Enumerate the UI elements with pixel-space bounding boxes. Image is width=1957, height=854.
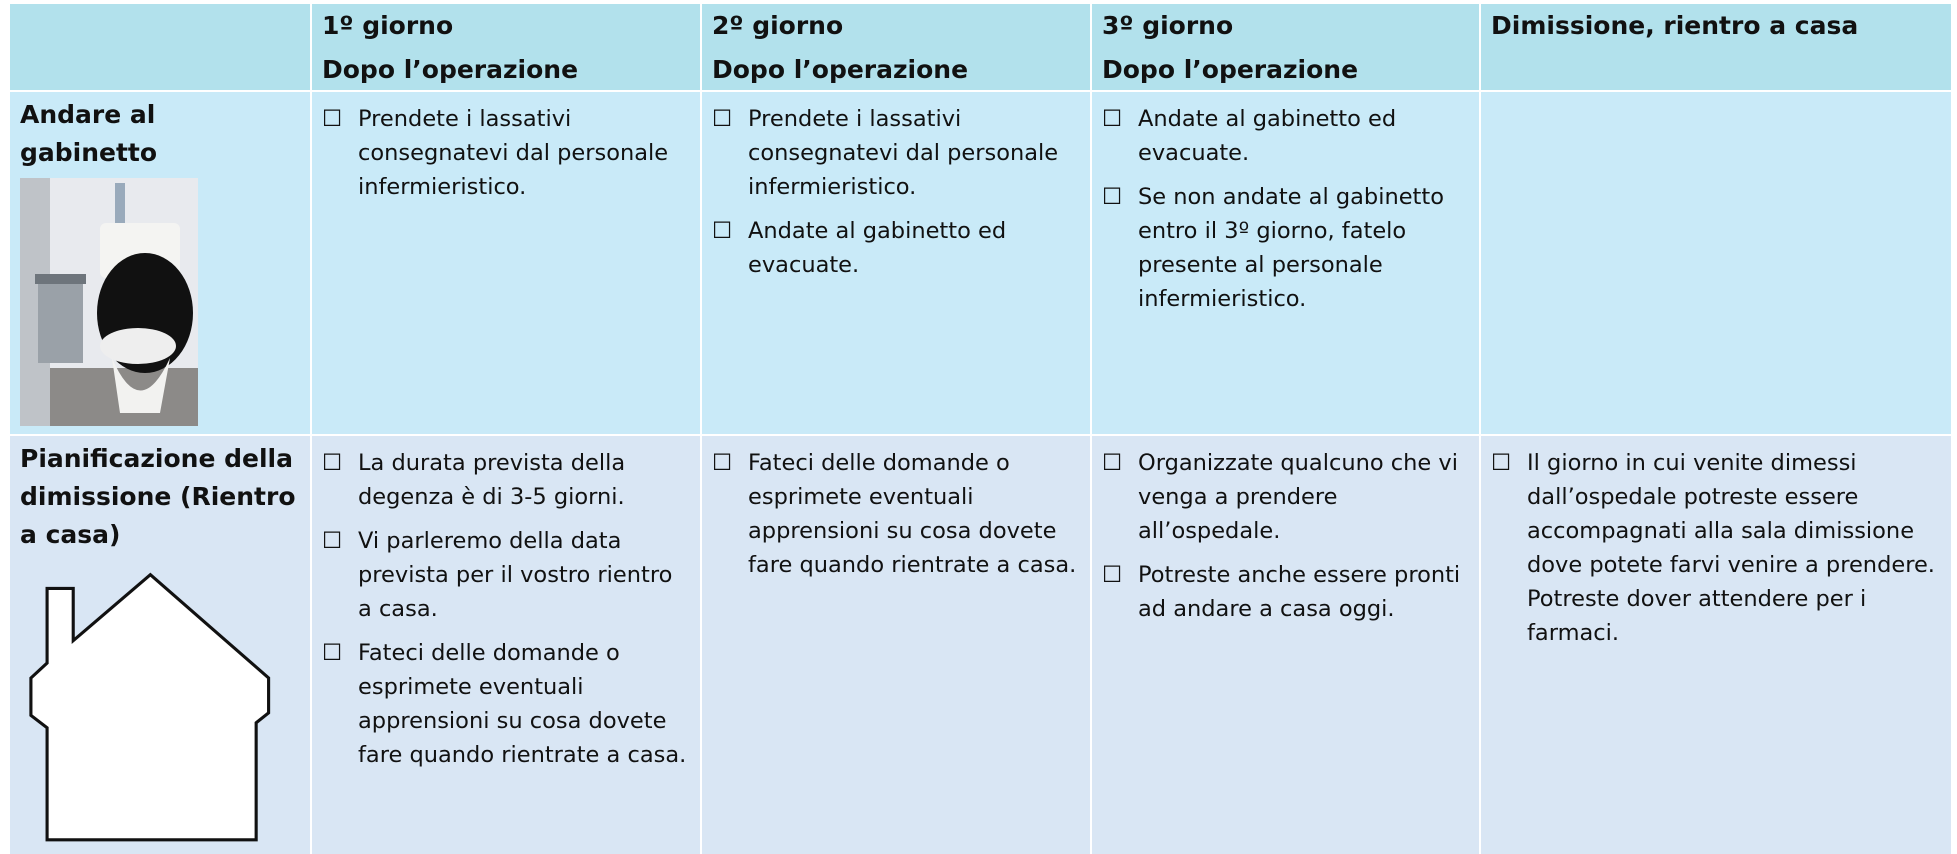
checklist-item: Potreste anche essere pronti ad andare a… (1102, 558, 1469, 626)
header-cell: 3º giorno Dopo l’operazione (1092, 4, 1479, 90)
table-cell: Prendete i lassativi consegnatevi dal pe… (312, 92, 700, 434)
checklist-item: La durata prevista della degenza è di 3-… (322, 446, 690, 514)
header-subtitle: Dopo l’operazione (712, 55, 969, 84)
table-cell: Organizzate qualcuno che vi venga a pren… (1092, 436, 1479, 854)
header-title: Dimissione, rientro a casa (1491, 11, 1859, 40)
header-cell: 1º giorno Dopo l’operazione (312, 4, 700, 90)
schedule-table: 1º giorno Dopo l’operazione 2º giorno Dopo … (10, 4, 1951, 854)
header-cell: 2º giorno Dopo l’operazione (702, 4, 1090, 90)
checklist-item: Vi parleremo della data prevista per il … (322, 524, 690, 626)
checklist-item: Andate al gabinetto ed evacuate. (712, 214, 1080, 282)
header-subtitle: Dopo l’operazione (1102, 55, 1359, 84)
header-title: 2º giorno (712, 11, 844, 40)
row-label: Pianificazione della dimissione (Rientro… (20, 444, 296, 549)
table-cell (1481, 92, 1951, 434)
header-title: 3º giorno (1102, 11, 1234, 40)
row-label-cell: Pianificazione della dimissione (Rientro… (10, 436, 310, 854)
checklist-item: Se non andate al gabinetto entro il 3º g… (1102, 180, 1469, 316)
table-cell: La durata prevista della degenza è di 3-… (312, 436, 700, 854)
checklist-item: Prendete i lassativi consegnatevi dal pe… (712, 102, 1080, 204)
checklist-item: Il giorno in cui venite dimessi dall’osp… (1491, 446, 1941, 650)
row-label-cell: Andare al gabinetto (10, 92, 310, 434)
corner-cell (10, 4, 310, 90)
checklist-item: Organizzate qualcuno che vi venga a pren… (1102, 446, 1469, 548)
checklist-item: Prendete i lassativi consegnatevi dal pe… (322, 102, 690, 204)
table-cell: Il giorno in cui venite dimessi dall’osp… (1481, 436, 1951, 854)
header-title: 1º giorno (322, 11, 454, 40)
toilet-photo (20, 178, 198, 426)
checklist-item: Fateci delle domande o esprimete eventua… (712, 446, 1080, 582)
row-label: Andare al gabinetto (20, 100, 158, 167)
header-cell: Dimissione, rientro a casa (1481, 4, 1951, 90)
header-subtitle: Dopo l’operazione (322, 55, 579, 84)
table-cell: Fateci delle domande o esprimete eventua… (702, 436, 1090, 854)
table-cell: Prendete i lassativi consegnatevi dal pe… (702, 92, 1090, 434)
table-cell: Andate al gabinetto ed evacuate. Se non a… (1092, 92, 1479, 434)
house-icon (29, 572, 271, 842)
checklist-item: Andate al gabinetto ed evacuate. (1102, 102, 1469, 170)
checklist-item: Fateci delle domande o esprimete eventua… (322, 636, 690, 772)
